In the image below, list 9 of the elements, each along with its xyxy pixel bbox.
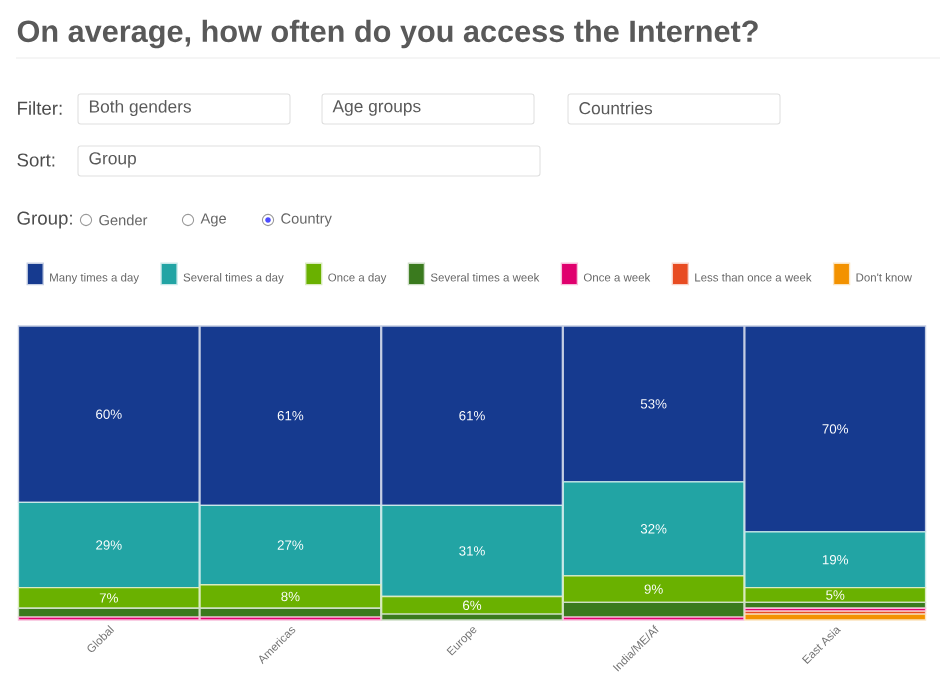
chart-title: On average, how often do you access the Internet? bbox=[17, 19, 758, 49]
text: Both genders bbox=[89, 99, 191, 117]
text: Filter: bbox=[18, 101, 62, 115]
text: Age groups bbox=[332, 100, 421, 116]
text: Sort: bbox=[17, 153, 55, 167]
text: Countries bbox=[579, 101, 653, 115]
text: Group bbox=[89, 152, 136, 168]
text: Group: bbox=[17, 211, 72, 229]
bar bbox=[744, 613, 927, 621]
